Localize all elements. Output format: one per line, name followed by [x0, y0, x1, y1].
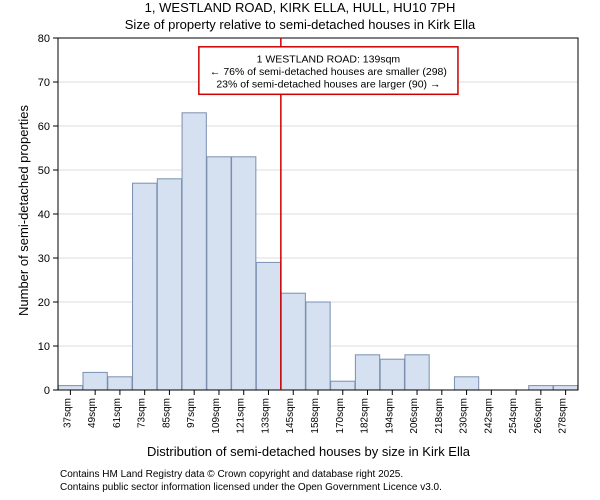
- svg-text:254sqm: 254sqm: [508, 398, 519, 434]
- histogram-bar: [207, 157, 231, 390]
- svg-text:85sqm: 85sqm: [161, 398, 172, 428]
- svg-text:218sqm: 218sqm: [434, 398, 445, 434]
- histogram-bar: [281, 293, 305, 390]
- annotation-line: 23% of semi-detached houses are larger (…: [216, 78, 440, 90]
- footer-line-2: Contains public sector information licen…: [60, 482, 442, 495]
- svg-text:70: 70: [38, 77, 50, 89]
- histogram-chart: 0 10 20 30 40 50 60 70 80 37sqm 49sqm 61sqm 73sqm 85s…: [0, 0, 600, 500]
- svg-text:170sqm: 170sqm: [335, 398, 346, 434]
- histogram-bar: [553, 386, 577, 390]
- footer-attribution: Contains HM Land Registry data © Crown c…: [60, 469, 442, 494]
- svg-text:133sqm: 133sqm: [260, 398, 271, 434]
- annotation-line: ← 76% of semi-detached houses are smalle…: [210, 66, 447, 78]
- svg-text:61sqm: 61sqm: [112, 398, 123, 428]
- svg-text:206sqm: 206sqm: [409, 398, 420, 434]
- svg-text:30: 30: [38, 253, 50, 265]
- svg-text:145sqm: 145sqm: [285, 398, 296, 434]
- svg-text:182sqm: 182sqm: [360, 398, 371, 434]
- histogram-bar: [108, 377, 132, 390]
- svg-text:40: 40: [38, 209, 50, 221]
- svg-text:242sqm: 242sqm: [483, 398, 494, 434]
- histogram-bar: [454, 377, 478, 390]
- histogram-bar: [256, 262, 280, 390]
- histogram-bar: [182, 113, 206, 390]
- svg-text:266sqm: 266sqm: [533, 398, 544, 434]
- footer-line-1: Contains HM Land Registry data © Crown c…: [60, 469, 442, 482]
- svg-text:0: 0: [44, 385, 50, 397]
- svg-text:37sqm: 37sqm: [62, 398, 73, 428]
- histogram-bar: [306, 302, 330, 390]
- svg-text:230sqm: 230sqm: [459, 398, 470, 434]
- svg-text:49sqm: 49sqm: [87, 398, 98, 428]
- svg-text:80: 80: [38, 33, 50, 45]
- svg-text:158sqm: 158sqm: [310, 398, 321, 434]
- histogram-bar: [355, 355, 379, 390]
- histogram-bar: [405, 355, 429, 390]
- svg-text:121sqm: 121sqm: [236, 398, 247, 434]
- histogram-bar: [83, 372, 107, 390]
- svg-text:10: 10: [38, 341, 50, 353]
- histogram-bar: [331, 381, 355, 390]
- histogram-bar: [529, 386, 553, 390]
- annotation-line: 1 WESTLAND ROAD: 139sqm: [257, 53, 401, 65]
- svg-text:73sqm: 73sqm: [137, 398, 148, 428]
- svg-text:50: 50: [38, 165, 50, 177]
- y-axis-label: Number of semi-detached properties: [16, 105, 31, 316]
- svg-text:60: 60: [38, 121, 50, 133]
- svg-text:109sqm: 109sqm: [211, 398, 222, 434]
- histogram-bar: [133, 183, 157, 390]
- svg-text:194sqm: 194sqm: [384, 398, 395, 434]
- histogram-bar: [58, 386, 82, 390]
- svg-text:278sqm: 278sqm: [558, 398, 569, 434]
- x-axis-label: Distribution of semi-detached houses by …: [147, 444, 470, 459]
- histogram-bar: [157, 179, 181, 390]
- histogram-bar: [232, 157, 256, 390]
- histogram-bar: [380, 359, 404, 390]
- svg-text:97sqm: 97sqm: [186, 398, 197, 428]
- svg-text:20: 20: [38, 297, 50, 309]
